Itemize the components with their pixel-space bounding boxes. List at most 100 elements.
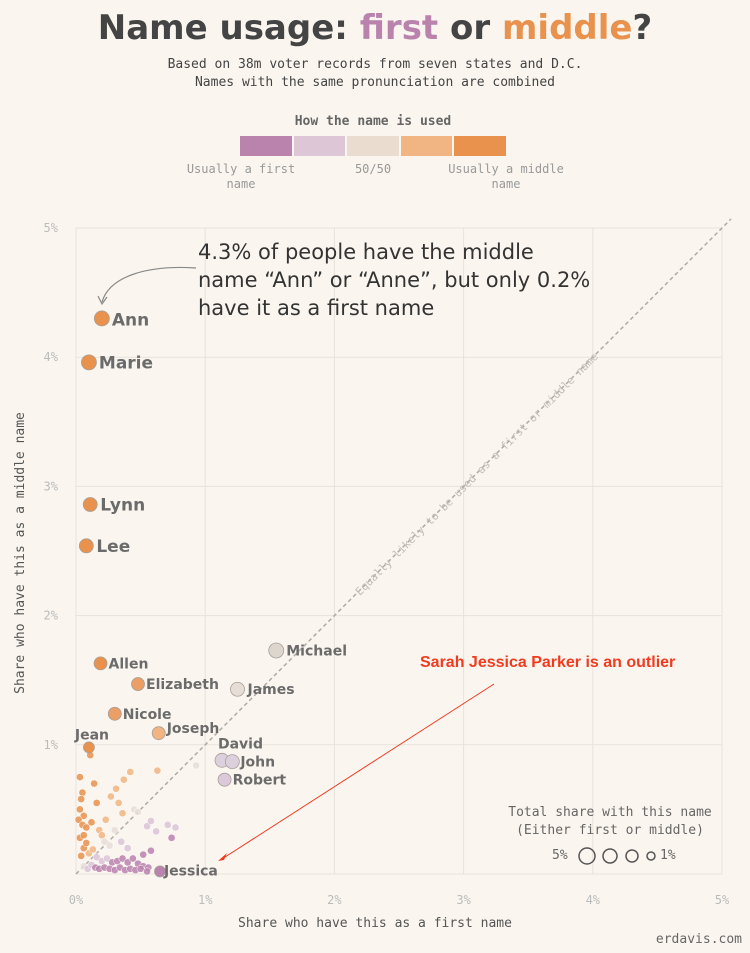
title-first-word: first (359, 8, 439, 48)
x-tick-label: 0% (69, 893, 84, 907)
label-robert: Robert (233, 773, 287, 789)
data-point (171, 823, 180, 832)
data-point (126, 768, 135, 776)
point-joseph (151, 726, 166, 741)
legend-swatch-4 (400, 136, 453, 156)
point-nicole (107, 706, 122, 721)
size-legend-small-label: 1% (660, 848, 676, 863)
data-point (76, 773, 84, 781)
data-point (167, 833, 176, 842)
data-point (117, 837, 126, 846)
data-point (78, 788, 87, 797)
data-point (118, 854, 127, 863)
x-tick-label: 2% (327, 893, 342, 907)
data-point (87, 818, 96, 827)
data-point (92, 853, 101, 862)
diagonal-label: Equally likely to be used as a first or … (353, 350, 601, 598)
data-point (76, 805, 84, 814)
label-david: David (218, 736, 263, 752)
label-marie: Marie (99, 353, 153, 373)
label-michael: Michael (286, 643, 347, 659)
legend-label-first: Usually a first name (186, 162, 296, 191)
data-point (163, 821, 172, 829)
labeled-points: Ann Marie Lynn Lee Allen Elizabeth NicoleJosep… (74, 310, 347, 879)
data-point (147, 846, 155, 855)
data-point (134, 808, 142, 816)
data-point (82, 823, 91, 832)
label-jessica: Jessica (163, 863, 218, 879)
data-point (79, 831, 88, 840)
outlier-arrow (221, 683, 495, 860)
label-james: James (247, 682, 295, 698)
data-point (97, 831, 106, 840)
legend-label-middle: Usually a middle name (448, 162, 564, 191)
y-tick-label: 3% (44, 479, 59, 493)
point-jessica (154, 865, 166, 878)
data-point (128, 854, 137, 863)
label-jean: Jean (74, 727, 109, 743)
x-tick-label: 5% (715, 893, 730, 907)
x-tick-label: 1% (198, 893, 213, 907)
data-point (77, 795, 86, 803)
ann-annotation: 4.3% of people have the middle name “Ann… (198, 240, 591, 320)
annotation-arrow (101, 266, 197, 303)
legend-swatch-1 (240, 136, 292, 156)
label-john: John (239, 755, 275, 771)
point-michael (268, 642, 285, 659)
data-point (112, 784, 120, 793)
data-point (82, 839, 91, 847)
size-legend-big-label: 5% (552, 848, 568, 863)
point-james (230, 681, 245, 697)
data-point (88, 845, 97, 854)
size-legend-circle-1 (646, 851, 656, 861)
data-point (101, 815, 110, 824)
data-point (143, 822, 151, 831)
subtitle-line-1: Based on 38m voter records from seven st… (167, 57, 583, 72)
y-axis-title: Share who have this as a middle name (13, 412, 28, 694)
y-tick-label: 4% (44, 350, 59, 364)
outlier-arrowhead (218, 853, 227, 861)
label-nicole: Nicole (123, 707, 172, 723)
data-point (110, 826, 119, 834)
point-lee (78, 538, 94, 554)
point-robert (217, 772, 232, 787)
data-point (118, 809, 127, 818)
credit: erdavis.com (655, 932, 742, 947)
x-tick-label: 4% (586, 893, 601, 907)
data-point (100, 837, 109, 846)
data-point (74, 815, 83, 824)
size-legend-circle-3 (625, 849, 639, 863)
data-point (147, 817, 155, 825)
data-point (192, 761, 201, 770)
data-point (103, 854, 111, 863)
y-tick-label: 2% (44, 609, 59, 623)
title-middle-word: middle (502, 8, 633, 48)
data-point (152, 827, 160, 836)
data-point (123, 858, 132, 867)
x-axis-title: Share who have this as a first name (238, 916, 512, 931)
size-legend-title: Total share with this name (Either first… (508, 805, 712, 838)
point-ann (93, 310, 110, 327)
label-lynn: Lynn (100, 495, 145, 515)
equal-use-diagonal (75, 218, 732, 875)
legend-swatch-5 (454, 136, 506, 156)
data-point (90, 779, 98, 788)
point-allen (93, 656, 108, 671)
data-point (77, 852, 86, 860)
point-john (224, 754, 240, 769)
outlier-note: Sarah Jessica Parker is an outlier (420, 654, 676, 671)
data-point (139, 850, 148, 859)
axis-ticks: 0% 1% 2% 3% 4% 5% 1% 2% 3% 4% 5% (44, 221, 730, 907)
x-tick-label: 3% (456, 893, 471, 907)
point-elizabeth (131, 677, 145, 691)
point-jean (83, 741, 95, 754)
data-point (119, 775, 128, 784)
size-legend-circle-4 (602, 848, 618, 864)
data-point (92, 799, 101, 807)
label-lee: Lee (96, 537, 130, 557)
legend-swatch-3 (347, 136, 399, 156)
point-marie (81, 354, 97, 371)
data-point (107, 792, 115, 801)
point-lynn (82, 497, 98, 512)
